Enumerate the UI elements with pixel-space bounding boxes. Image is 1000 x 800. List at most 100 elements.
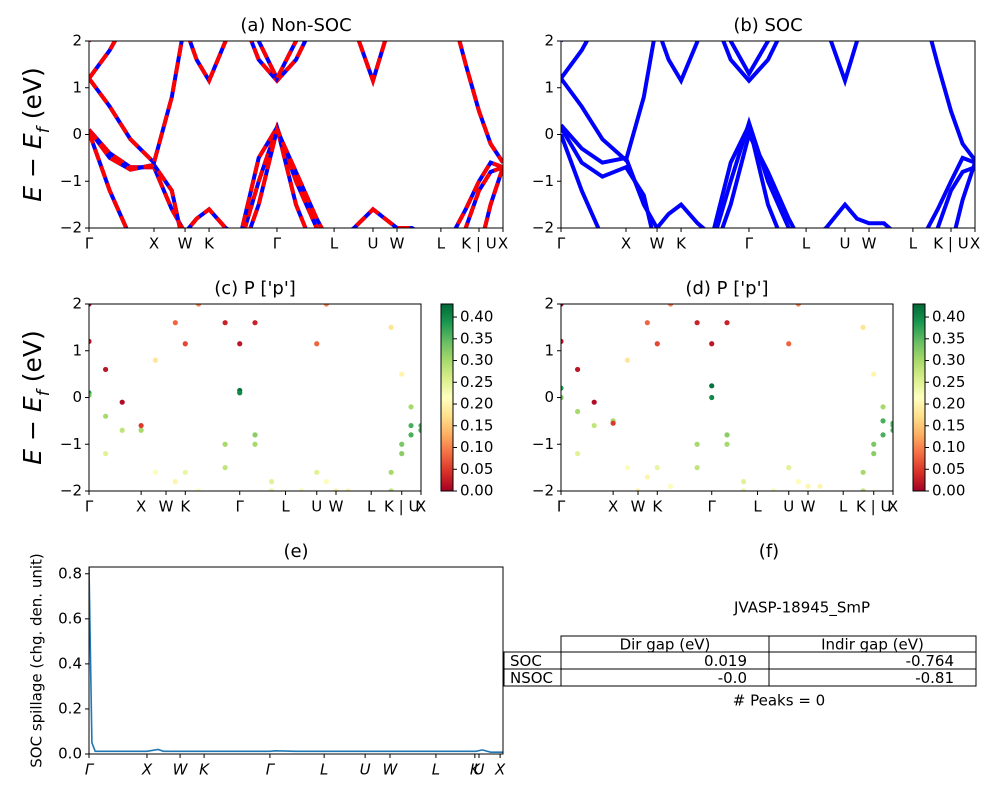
dot [796,255,801,260]
dot [103,366,109,373]
x-tick-label: W [801,498,816,516]
dot [795,479,801,485]
dot [237,390,243,396]
x-tick-label: L [839,498,848,516]
x-tick-label: K | U [384,498,419,516]
x-tick-label: K [652,498,663,516]
table-caption: JVASP-18945_SmP [733,599,870,618]
dot [755,255,760,260]
dot [314,526,319,531]
x-tick-label: X [141,761,153,779]
dot [388,469,394,475]
x-tick-label: Γ [85,761,95,779]
dot [786,255,791,260]
x-tick-label: K [180,498,191,516]
dot [635,255,640,260]
dot [695,255,700,260]
dot [182,341,188,347]
colorbar-label: 0.10 [932,438,965,456]
y-label-main: E − E [18,396,47,465]
dot [163,287,168,292]
dot [851,255,856,260]
dot [333,488,339,491]
dot [635,526,640,531]
dot [709,383,715,389]
dot [592,255,597,260]
dot [120,255,125,260]
y-tick-label: 2 [72,32,82,50]
dot [324,255,329,260]
dot [645,264,650,269]
dot [575,451,581,457]
axes-frame [88,40,504,229]
y-tick-label: 0 [544,388,554,406]
dot [724,255,729,260]
dot [591,422,597,429]
dot [851,255,856,260]
dot [314,341,320,347]
line [561,41,771,80]
dot [418,255,423,260]
dot [163,283,168,288]
band-underlay [89,41,299,83]
dot [408,255,413,260]
dot [173,255,178,260]
dot [805,483,811,489]
line [89,567,503,753]
dot [890,427,893,433]
dot [741,479,747,485]
dot [408,432,414,438]
x-tick-label: W [383,761,399,779]
y-label-sub: f [34,387,54,396]
dot [709,255,714,260]
dot [771,255,776,260]
y-tick-label: 2 [544,32,554,50]
dot [786,255,791,260]
dot [694,320,700,326]
plot-area [89,255,423,531]
x-tick-label: K | U [933,235,968,253]
dot [805,264,810,269]
panel-title: (a) Non-SOC [240,15,351,36]
dot [388,324,394,330]
dot [379,255,384,260]
dot [575,366,581,373]
table-header: Indir gap (eV) [821,636,924,654]
colorbar-label: 0.15 [932,416,965,434]
dot [871,441,877,447]
dot [152,357,158,363]
dot [871,255,876,260]
dot [223,255,228,260]
y-tick-label: −1 [532,435,554,453]
dot [724,255,729,260]
x-tick-label: U [368,235,379,253]
x-tick-label: Γ [85,498,94,516]
axes-frame [88,566,504,755]
dot [860,488,866,491]
dot [252,255,257,260]
y-tick-label: −2 [532,482,554,500]
dot [408,404,414,410]
dot [209,264,214,269]
dot [695,255,700,260]
dot [103,273,108,278]
line [561,128,975,228]
x-tick-label: Γ [266,761,276,779]
dot [153,521,158,526]
dot [139,255,144,260]
y-axis-label: SOC spillage (chg. den. unit) [28,553,46,768]
line [561,41,700,86]
x-tick-label: K [204,235,215,253]
x-tick-label: W [862,235,877,253]
dot [345,488,351,491]
dot [379,516,384,521]
dot [724,441,730,447]
dot [379,493,384,498]
colorbar-label: 0.25 [932,373,965,391]
dot [724,320,730,326]
colorbar-label: 0.40 [460,308,493,326]
dot [624,357,631,363]
y-tick-label: 0 [72,125,82,143]
dot [369,526,374,531]
x-tick-label: X [149,235,159,253]
